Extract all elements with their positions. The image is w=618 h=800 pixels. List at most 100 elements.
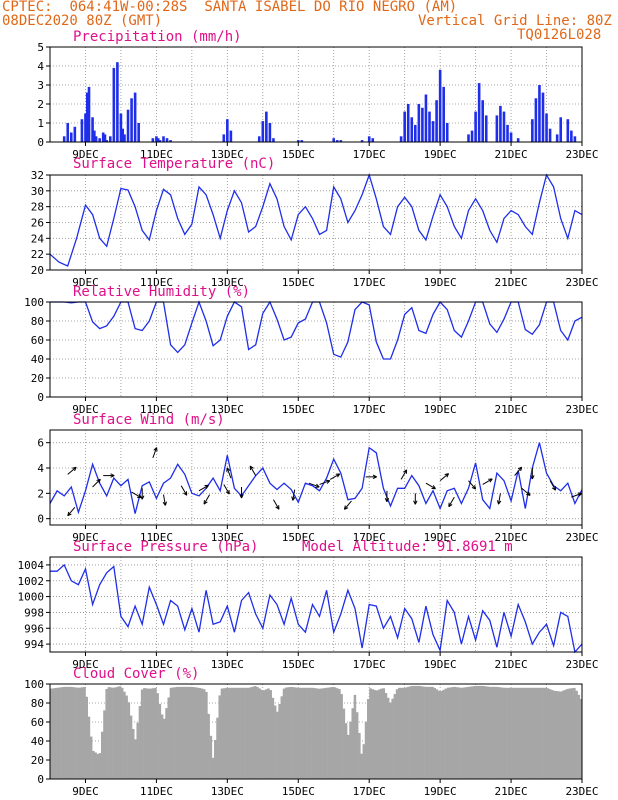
precip-bar [130,98,133,142]
cloud-ytick-label: 40 [31,735,44,748]
cloud-column [267,688,270,779]
cloud-column [236,687,239,779]
wind-vector-shaft [223,484,230,495]
cloud-column [497,687,501,779]
precip-bar [101,132,105,142]
cloud-column [185,686,188,779]
cloud-column [349,721,352,779]
precip-xtick-label: 15DEC [282,148,315,161]
precip-ytick-label: 3 [37,79,44,92]
temp-title: Surface Temperature (nC) [73,156,276,172]
cloud-column [167,697,170,779]
cloud-column [366,699,370,779]
cloud-column [225,687,228,779]
cloud-column [129,715,133,779]
wind-vector-shaft [226,467,232,479]
precip-bar [516,138,520,142]
cloud-ytick-label: 80 [31,697,44,710]
wind-vector-shaft [292,489,296,501]
rh-xtick-label: 19DEC [424,403,457,416]
precip-bar [98,138,101,142]
cloud-column [154,687,157,779]
wind-vector-head [520,467,523,472]
precip-bar [226,119,229,142]
cloud-column [539,687,543,779]
wind-vector-head [162,501,166,506]
wind-vector [203,494,211,505]
cloud-column [238,687,241,779]
wind-vector-shaft [67,506,76,517]
precip-bar [424,94,428,142]
cloud-column [533,687,536,779]
precip-bar [121,128,125,142]
precip-bar [438,69,442,142]
cloud-column [140,689,144,779]
cloud-xtick-label: 13DEC [211,785,244,798]
cloud-column [103,710,106,779]
precip-bar [414,124,417,142]
cloud-column [384,693,388,779]
temp-ytick-label: 32 [31,169,44,182]
cloud-column [360,753,363,779]
precip-bar [84,113,87,142]
wind-vector [343,500,352,510]
cloud-column [573,687,576,779]
wind-vector-head [291,496,294,501]
wind-ytick-label: 6 [37,437,44,450]
cloud-column [524,687,527,779]
cloud-column [449,687,452,779]
cloud-column [566,688,569,779]
cloud-xtick-label: 15DEC [282,785,315,798]
cloud-column [231,687,235,779]
pres-ytick-label: 1004 [18,559,45,572]
cloud-column [94,752,97,779]
cloud-column [160,714,164,779]
cloud-column [50,688,53,779]
cloud-xtick-label: 19DEC [424,785,457,798]
wind-xtick-label: 13DEC [211,531,244,544]
cloud-column [273,705,277,779]
precip-bar [566,119,570,142]
cloud-column [528,687,532,779]
precip-bar [222,134,226,142]
cloud-column [550,690,554,779]
pres-xtick-label: 15DEC [282,658,315,671]
precip-bar [103,134,107,142]
precip-bar [158,140,162,142]
precip-ytick-label: 4 [37,60,44,73]
precip-xtick-label: 23DEC [565,148,598,161]
wind-vector [448,496,455,508]
wind-vector-head [489,478,493,483]
wind-xtick-label: 9DEC [72,531,99,544]
cloud-column [69,686,73,779]
wind-vector-head [372,476,377,480]
pres-xtick-label: 19DEC [424,658,457,671]
pres-line [50,563,583,654]
cloud-xtick-label: 21DEC [495,785,528,798]
cloud-column [473,686,476,779]
wind-vector [319,479,331,485]
cloud-column [227,687,230,779]
cloud-column [457,687,461,779]
wind-vector [249,465,257,476]
cloud-column [138,706,142,779]
cloud-column [446,687,450,779]
precip-bar [123,134,126,142]
rh-xtick-label: 15DEC [282,403,315,416]
wind-vector-head [203,501,208,505]
wind-vector-head [153,447,157,451]
cloud-column [96,753,100,779]
cloud-column [118,686,122,779]
cloud-column [151,688,155,779]
wind-vector-head [275,506,280,510]
precip-bar [403,111,406,142]
wind-vector-head [403,469,407,473]
cloud-column [544,687,547,779]
wind-frame [49,429,583,526]
precip-bar [94,136,98,142]
cloud-column [171,687,175,779]
wind-xtick-label: 21DEC [495,531,528,544]
precip-bar [559,117,563,142]
wind-vector [308,482,320,488]
cloud-column [211,757,215,779]
